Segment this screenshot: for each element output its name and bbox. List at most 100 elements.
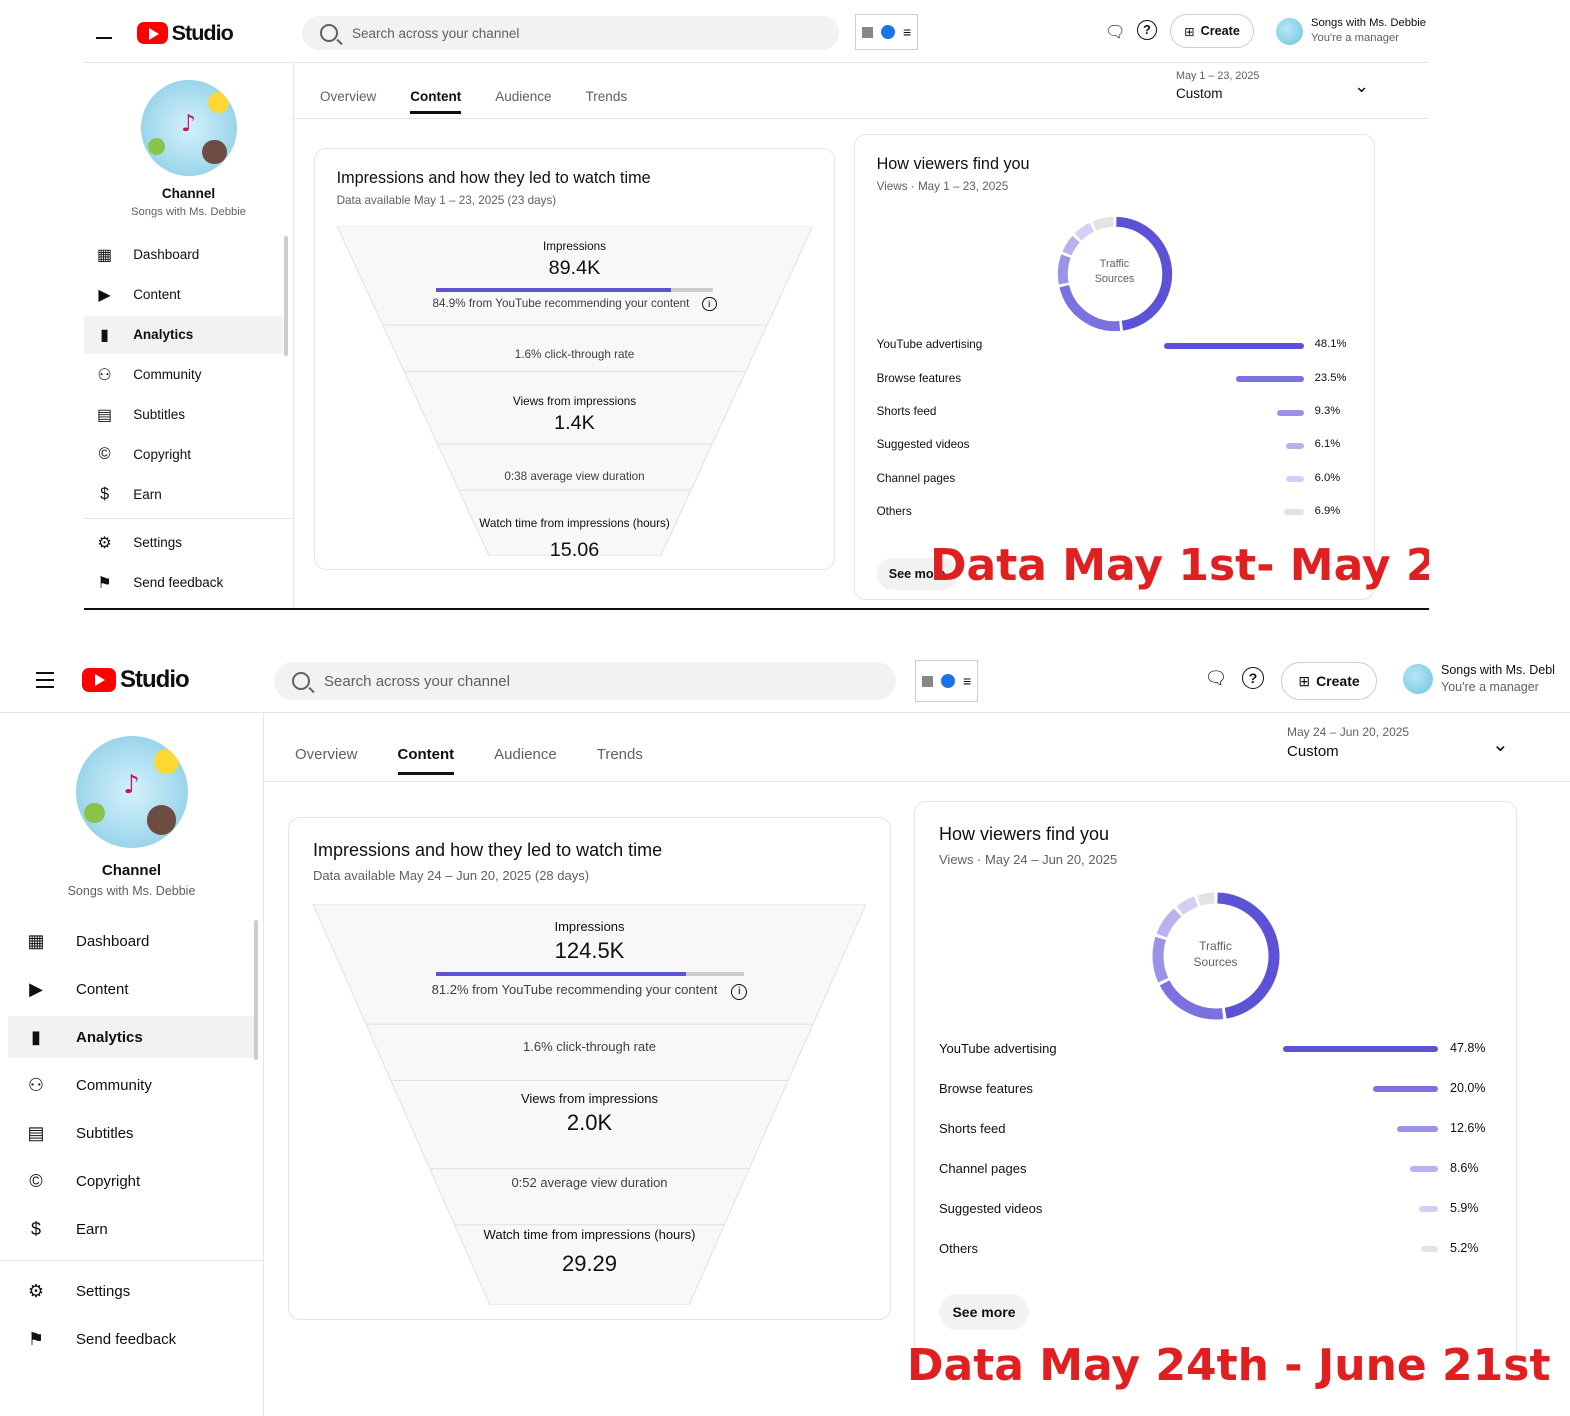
tab-overview[interactable]: Overview <box>295 746 358 763</box>
channel-avatar[interactable]: ♪ <box>140 80 237 176</box>
date-range-picker[interactable]: May 1 – 23, 2025 Custom <box>1176 70 1259 101</box>
sidebar-item-community[interactable]: ⚇ Community <box>84 356 283 394</box>
extension-badge-icon[interactable] <box>941 674 955 688</box>
info-icon[interactable]: i <box>731 984 748 1000</box>
help-icon[interactable]: ? <box>1137 20 1157 40</box>
extension-menu-icon[interactable]: ≡ <box>903 24 912 40</box>
messages-icon[interactable]: 🗨 <box>1104 23 1126 41</box>
funnel-title: Impressions and how they led to watch ti… <box>313 840 663 860</box>
content-icon: ▶ <box>29 978 43 999</box>
sidebar-send-feedback[interactable]: ⚑ Send feedback <box>8 1318 251 1360</box>
sidebar-item-copyright[interactable]: © Copyright <box>84 436 283 474</box>
ctr-text: 1.6% click-through rate <box>514 347 635 361</box>
donut-slice-suggested-videos <box>1176 896 1198 915</box>
create-plus-icon: ⊞ <box>1184 24 1195 39</box>
dashboard-icon: ▦ <box>96 245 113 264</box>
extension-menu-icon[interactable]: ≡ <box>963 673 972 689</box>
studio-logo[interactable]: Studio <box>82 666 190 694</box>
tab-audience[interactable]: Audience <box>494 746 557 763</box>
sidebar-item-analytics[interactable]: ▮ Analytics <box>84 316 283 354</box>
chevron-down-icon[interactable]: ⌄ <box>1354 76 1370 96</box>
watch-value: 15.06 <box>549 538 600 561</box>
see-more-button[interactable]: See more <box>876 558 958 591</box>
search-bar[interactable]: Search across your channel <box>302 16 839 50</box>
sidebar-item-label: Community <box>133 367 202 383</box>
date-range-text: May 1 – 23, 2025 <box>1176 70 1260 82</box>
channel-avatar[interactable]: ♪ <box>75 736 188 848</box>
extension-chart-icon[interactable] <box>862 26 873 38</box>
chevron-down-icon[interactable]: ⌄ <box>1492 734 1509 756</box>
traffic-source-name: YouTube advertising <box>939 1041 1057 1056</box>
channel-heading: Channel <box>101 862 162 879</box>
sidebar-item-earn[interactable]: $ Earn <box>84 476 283 514</box>
sidebar-item-label: Earn <box>76 1220 108 1238</box>
traffic-source-bar <box>1397 1126 1438 1132</box>
messages-icon[interactable]: 🗨 <box>1204 667 1228 688</box>
menu-icon[interactable] <box>36 672 54 693</box>
recommend-progress-bar <box>435 287 714 292</box>
donut-slice-youtube-advertising <box>1216 892 1279 1019</box>
sidebar-item-earn[interactable]: $ Earn <box>8 1208 255 1250</box>
sidebar-item-subtitles[interactable]: ▤ Subtitles <box>84 396 283 434</box>
sidebar-scrollbar[interactable] <box>284 236 288 356</box>
search-bar[interactable]: Search across your channel <box>274 662 896 700</box>
sidebar-scrollbar[interactable] <box>254 920 258 1060</box>
donut-slice-channel-pages <box>1074 222 1094 241</box>
extension-badge-icon[interactable] <box>881 25 895 39</box>
traffic-source-bar <box>1164 342 1304 349</box>
sidebar-item-community[interactable]: ⚇ Community <box>8 1064 255 1106</box>
traffic-source-name: Browse features <box>939 1081 1033 1096</box>
create-plus-icon: ⊞ <box>1298 672 1311 689</box>
traffic-source-name: Channel pages <box>939 1161 1027 1176</box>
views-label: Views from impressions <box>520 1091 659 1106</box>
create-button[interactable]: ⊞ Create <box>1170 14 1254 48</box>
account-switcher[interactable]: Songs with Ms. Debbie You're a manager <box>1276 16 1426 46</box>
search-input[interactable]: Search across your channel <box>352 25 520 41</box>
sidebar-send-feedback[interactable]: ⚑ Send feedback <box>84 564 273 602</box>
tab-content[interactable]: Content <box>397 746 455 775</box>
donut-center-label-2: Sources <box>1094 272 1135 285</box>
studio-wordmark: Studio <box>171 20 234 45</box>
info-icon[interactable]: i <box>701 296 717 312</box>
create-label: Create <box>1316 673 1360 689</box>
search-input[interactable]: Search across your channel <box>324 672 510 690</box>
create-button[interactable]: ⊞ Create <box>1281 662 1377 700</box>
channel-avatar-art: ♪ <box>181 108 196 137</box>
sidebar-item-label: Send feedback <box>133 575 224 591</box>
sidebar-item-content[interactable]: ▶ Content <box>84 276 283 314</box>
tab-trends[interactable]: Trends <box>585 89 628 104</box>
account-switcher[interactable]: Songs with Ms. Debl You're a manager <box>1403 662 1555 696</box>
see-more-button[interactable]: See more <box>939 1294 1029 1330</box>
extension-toolbar[interactable]: ≡ <box>915 660 979 702</box>
views-value: 2.0K <box>566 1110 613 1135</box>
dashboard-icon: ▦ <box>27 930 45 951</box>
sidebar-settings[interactable]: ⚙ Settings <box>8 1270 251 1312</box>
traffic-source-name: Others <box>939 1241 979 1256</box>
sidebar-item-dashboard[interactable]: ▦ Dashboard <box>8 920 255 962</box>
traffic-source-bar <box>1373 1086 1438 1092</box>
tab-overview[interactable]: Overview <box>320 89 377 104</box>
sidebar-item-dashboard[interactable]: ▦ Dashboard <box>84 236 283 274</box>
tab-audience[interactable]: Audience <box>495 89 552 104</box>
studio-wordmark: Studio <box>120 666 190 693</box>
sidebar-item-analytics[interactable]: ▮ Analytics <box>8 1016 255 1058</box>
help-icon[interactable]: ? <box>1242 667 1264 689</box>
sidebar-item-label: Community <box>76 1076 152 1094</box>
extension-chart-icon[interactable] <box>922 675 933 687</box>
impressions-value: 124.5K <box>554 938 625 963</box>
traffic-source-bar <box>1283 509 1304 516</box>
copyright-icon: © <box>29 1170 43 1191</box>
sidebar-item-content[interactable]: ▶ Content <box>8 968 255 1010</box>
tab-trends[interactable]: Trends <box>596 746 643 763</box>
tab-content[interactable]: Content <box>410 89 462 114</box>
extension-toolbar[interactable]: ≡ <box>855 14 919 50</box>
menu-icon[interactable] <box>96 30 113 51</box>
studio-logo[interactable]: Studio <box>137 20 234 46</box>
sidebar-item-copyright[interactable]: © Copyright <box>8 1160 255 1202</box>
analytics-tabs: Overview Content Audience Trends <box>295 746 643 775</box>
sidebar-item-subtitles[interactable]: ▤ Subtitles <box>8 1112 255 1154</box>
date-range-picker[interactable]: May 24 – Jun 20, 2025 Custom <box>1287 725 1409 760</box>
traffic-title: How viewers find you <box>939 824 1110 844</box>
sidebar: ♪ Channel Songs with Ms. Debbie ▦ Dashboard ▶… <box>0 712 264 1416</box>
sidebar-settings[interactable]: ⚙ Settings <box>84 524 273 562</box>
